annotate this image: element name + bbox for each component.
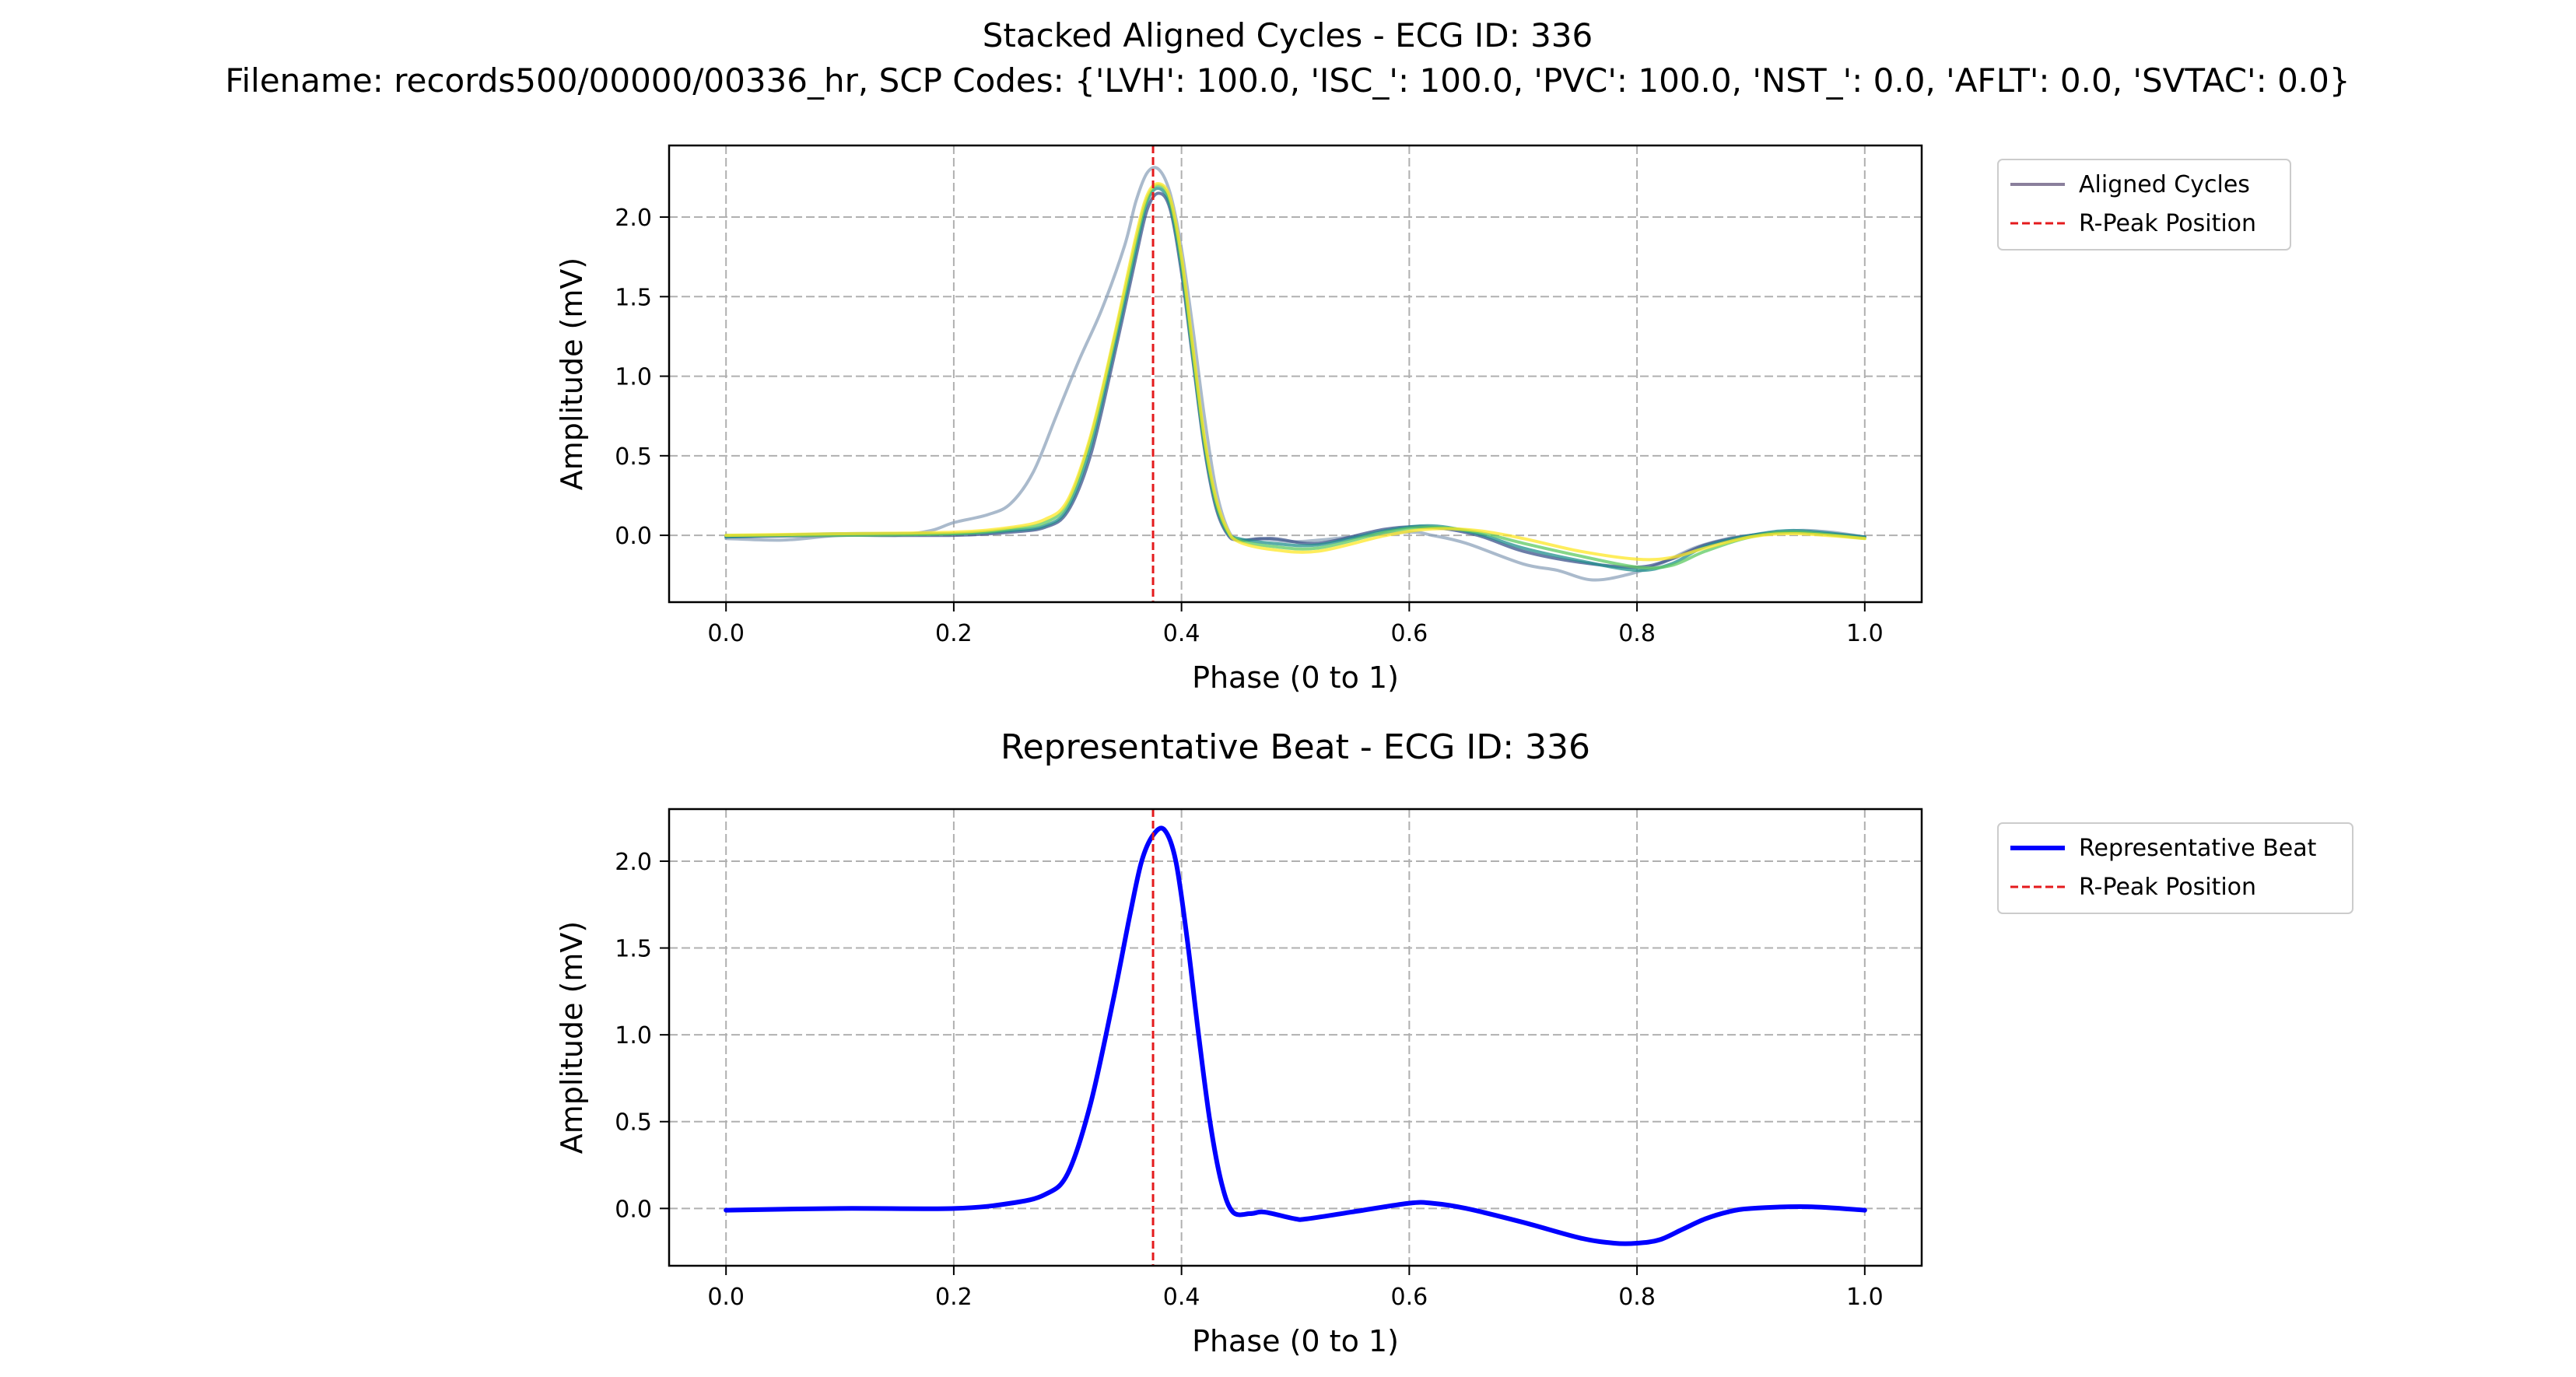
x-tick-label: 1.0 xyxy=(1846,1284,1884,1311)
aligned-cycle-line xyxy=(724,166,1866,582)
x-axis-label: Phase (0 to 1) xyxy=(1192,1324,1399,1358)
figure-title: Stacked Aligned Cycles - ECG ID: 336 xyxy=(983,16,1593,54)
legend-label: Aligned Cycles xyxy=(2079,171,2250,198)
plot-area xyxy=(669,145,1922,602)
y-tick-label: 1.0 xyxy=(615,1022,652,1049)
x-tick-label: 0.2 xyxy=(935,620,973,647)
x-tick-label: 0.4 xyxy=(1163,620,1200,647)
y-tick-label: 0.5 xyxy=(615,1109,652,1137)
stacked-cycles-chart: 0.0 0.2 0.4 0.6 0.8 1.0 0.0 0.5 1.0 1.5 2.0 Phase (… xyxy=(555,144,2291,695)
representative-beat-line xyxy=(724,825,1867,1246)
x-tick-label: 0.6 xyxy=(1391,620,1428,647)
panel-title: Representative Beat - ECG ID: 336 xyxy=(1001,727,1590,767)
y-axis-label: Amplitude (mV) xyxy=(555,921,589,1154)
series-group xyxy=(724,166,1866,582)
axes-frame xyxy=(668,808,1923,1267)
aligned-cycle-line xyxy=(724,182,1866,562)
y-tick-label: 1.5 xyxy=(615,936,652,963)
x-tick-label: 0.8 xyxy=(1618,1284,1656,1311)
legend-label: R-Peak Position xyxy=(2079,210,2256,237)
x-tick-label: 1.0 xyxy=(1846,620,1884,647)
legend-label: R-Peak Position xyxy=(2079,874,2256,901)
y-tick-label: 1.0 xyxy=(615,364,652,391)
y-tick-label: 0.0 xyxy=(615,1196,652,1223)
x-axis-label: Phase (0 to 1) xyxy=(1192,660,1399,695)
y-tick-label: 2.0 xyxy=(615,205,652,232)
y-tick-label: 1.5 xyxy=(615,284,652,311)
plot-area xyxy=(669,809,1922,1266)
x-tick-label: 0.0 xyxy=(707,620,745,647)
axes-frame xyxy=(668,144,1923,604)
representative-beat-chart: 0.0 0.2 0.4 0.6 0.8 1.0 0.0 0.5 1.0 1.5 2.0 Phase (… xyxy=(555,727,2353,1358)
x-tick-label: 0.0 xyxy=(707,1284,745,1311)
y-axis-label: Amplitude (mV) xyxy=(555,258,589,490)
x-tick-label: 0.2 xyxy=(935,1284,973,1311)
y-tick-label: 0.5 xyxy=(615,443,652,471)
y-tick-label: 2.0 xyxy=(615,849,652,876)
x-tick-label: 0.6 xyxy=(1391,1284,1428,1311)
figure-subtitle: Filename: records500/00000/00336_hr, SCP… xyxy=(225,61,2350,100)
legend-label: Representative Beat xyxy=(2079,835,2317,862)
legend-box xyxy=(1997,822,2353,914)
series-group xyxy=(724,825,1867,1246)
legend-box xyxy=(1997,159,2291,251)
x-tick-label: 0.8 xyxy=(1618,620,1656,647)
x-tick-label: 0.4 xyxy=(1163,1284,1200,1311)
y-tick-label: 0.0 xyxy=(615,523,652,550)
